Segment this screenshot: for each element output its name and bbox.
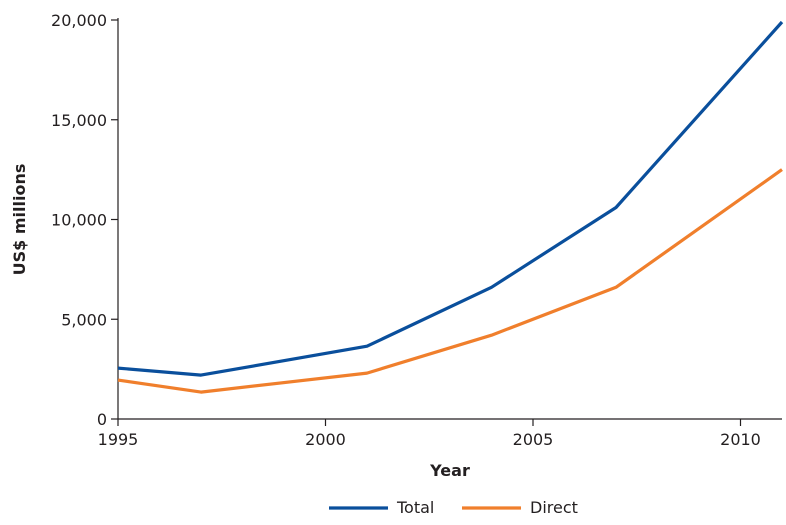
legend-label-total: Total	[396, 498, 434, 517]
series-lines	[117, 20, 784, 394]
axes	[117, 18, 782, 420]
series-line-total	[117, 20, 784, 377]
y-tick-label: 0	[97, 410, 107, 429]
x-tick-label: 1995	[98, 430, 139, 449]
y-tick-label: 15,000	[51, 111, 107, 130]
x-tick-label: 2000	[305, 430, 346, 449]
x-axis-ticks: 1995 2000 2005 2010	[98, 419, 761, 449]
series-line-direct	[117, 168, 783, 394]
y-axis-ticks: 0 5,000 10,000 15,000 20,000	[51, 11, 118, 429]
y-tick-label: 20,000	[51, 11, 107, 30]
y-tick-label: 5,000	[61, 310, 107, 329]
legend: Total Direct	[329, 498, 578, 517]
x-tick-label: 2010	[720, 430, 761, 449]
x-tick-label: 2005	[513, 430, 554, 449]
y-axis-title: US$ millions	[10, 164, 29, 276]
legend-label-direct: Direct	[530, 498, 578, 517]
x-axis-title: Year	[429, 461, 470, 480]
y-tick-label: 10,000	[51, 211, 107, 230]
